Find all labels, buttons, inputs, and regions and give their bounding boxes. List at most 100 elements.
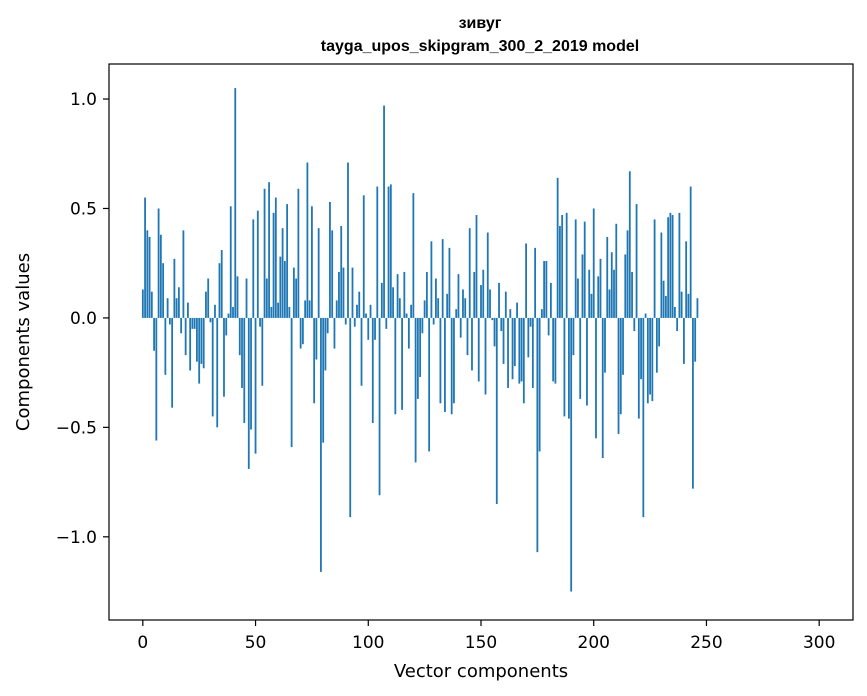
bar-component-59 — [274, 197, 277, 318]
bar-component-202 — [597, 276, 600, 318]
bar-component-171 — [527, 317, 530, 358]
bar-component-176 — [538, 317, 541, 452]
bar-component-124 — [421, 317, 424, 334]
bar-component-63 — [283, 261, 286, 318]
bar-component-148 — [475, 215, 478, 318]
bar-component-97 — [360, 317, 363, 386]
bar-component-180 — [547, 317, 550, 336]
chart-title-line1: зивуг — [459, 15, 502, 32]
bar-component-133 — [441, 239, 444, 318]
bar-component-157 — [495, 317, 498, 504]
bar-component-46 — [245, 278, 248, 318]
bar-component-16 — [177, 287, 180, 318]
bar-component-192 — [574, 219, 577, 318]
bar-component-210 — [615, 223, 618, 318]
bar-component-243 — [689, 186, 692, 318]
bar-component-47 — [247, 317, 250, 469]
bar-component-198 — [588, 269, 591, 318]
bar-component-100 — [367, 317, 370, 340]
bar-component-134 — [444, 317, 446, 413]
bar-component-66 — [290, 317, 293, 448]
bar-component-68 — [295, 278, 298, 318]
x-tick-label: 0 — [137, 633, 148, 653]
bar-component-7 — [157, 208, 160, 318]
bar-component-14 — [173, 258, 176, 318]
bar-component-169 — [522, 317, 525, 404]
bar-component-129 — [432, 317, 435, 325]
bar-component-138 — [453, 317, 455, 404]
bar-component-194 — [579, 317, 582, 399]
bar-component-122 — [416, 317, 419, 399]
bar-component-141 — [459, 317, 462, 338]
bar-component-225 — [649, 317, 651, 395]
bar-component-49 — [252, 219, 255, 318]
bar-component-10 — [164, 317, 167, 375]
bar-component-173 — [531, 317, 534, 388]
bar-component-236 — [673, 306, 676, 318]
bar-component-158 — [498, 282, 500, 318]
bar-component-101 — [369, 304, 372, 318]
bar-component-9 — [162, 263, 165, 318]
bar-component-216 — [628, 171, 631, 318]
bar-component-136 — [448, 247, 451, 318]
bar-component-195 — [581, 254, 584, 318]
bar-component-186 — [561, 215, 564, 318]
bar-component-19 — [184, 317, 187, 356]
bar-component-187 — [563, 317, 566, 417]
bar-component-29 — [207, 278, 210, 318]
bar-component-203 — [599, 258, 602, 318]
bar-component-77 — [315, 317, 318, 360]
bar-component-53 — [261, 317, 264, 386]
bar-component-131 — [437, 298, 440, 318]
bar-component-40 — [232, 306, 234, 318]
bar-component-130 — [435, 278, 437, 318]
bar-component-88 — [340, 225, 343, 318]
bar-component-140 — [457, 274, 460, 318]
bar-component-114 — [398, 298, 401, 318]
bar-component-62 — [281, 228, 284, 318]
bar-component-172 — [529, 317, 532, 327]
bar-component-20 — [187, 302, 189, 318]
x-tick-label: 300 — [803, 633, 835, 653]
bar-component-178 — [543, 261, 546, 318]
bar-component-91 — [347, 162, 349, 318]
bar-component-226 — [651, 317, 654, 402]
bar-component-105 — [378, 317, 381, 496]
y-tick-label: −0.5 — [56, 418, 97, 438]
bar-component-217 — [631, 271, 633, 318]
bar-component-246 — [696, 298, 699, 318]
bar-component-165 — [513, 317, 516, 367]
bar-component-239 — [680, 291, 683, 318]
bar-component-87 — [338, 271, 340, 318]
bar-component-23 — [193, 317, 196, 329]
bar-component-144 — [466, 317, 469, 356]
bar-component-212 — [619, 317, 622, 415]
bar-component-116 — [403, 271, 406, 318]
bar-component-196 — [583, 221, 586, 318]
bar-component-151 — [482, 269, 485, 318]
bar-component-21 — [189, 317, 192, 371]
bar-component-11 — [166, 298, 169, 318]
bar-component-13 — [171, 317, 174, 408]
bar-component-125 — [423, 300, 426, 318]
bar-component-209 — [613, 269, 615, 318]
bar-component-241 — [685, 241, 688, 318]
bar-component-207 — [608, 289, 611, 318]
bar-component-132 — [439, 317, 442, 404]
bar-component-110 — [389, 184, 392, 318]
bar-component-152 — [484, 317, 487, 395]
y-tick-label: 0.0 — [70, 309, 97, 329]
bar-component-204 — [601, 317, 604, 459]
bar-component-44 — [241, 317, 243, 388]
bar-component-123 — [419, 317, 422, 378]
bar-component-139 — [455, 309, 458, 318]
y-tick-label: 1.0 — [70, 90, 97, 110]
bar-component-160 — [502, 317, 505, 364]
bar-component-2 — [146, 230, 149, 318]
bar-component-39 — [229, 206, 232, 318]
bar-component-32 — [214, 304, 216, 318]
bar-component-42 — [236, 276, 239, 318]
bar-component-55 — [265, 278, 268, 318]
bar-component-51 — [256, 210, 259, 318]
